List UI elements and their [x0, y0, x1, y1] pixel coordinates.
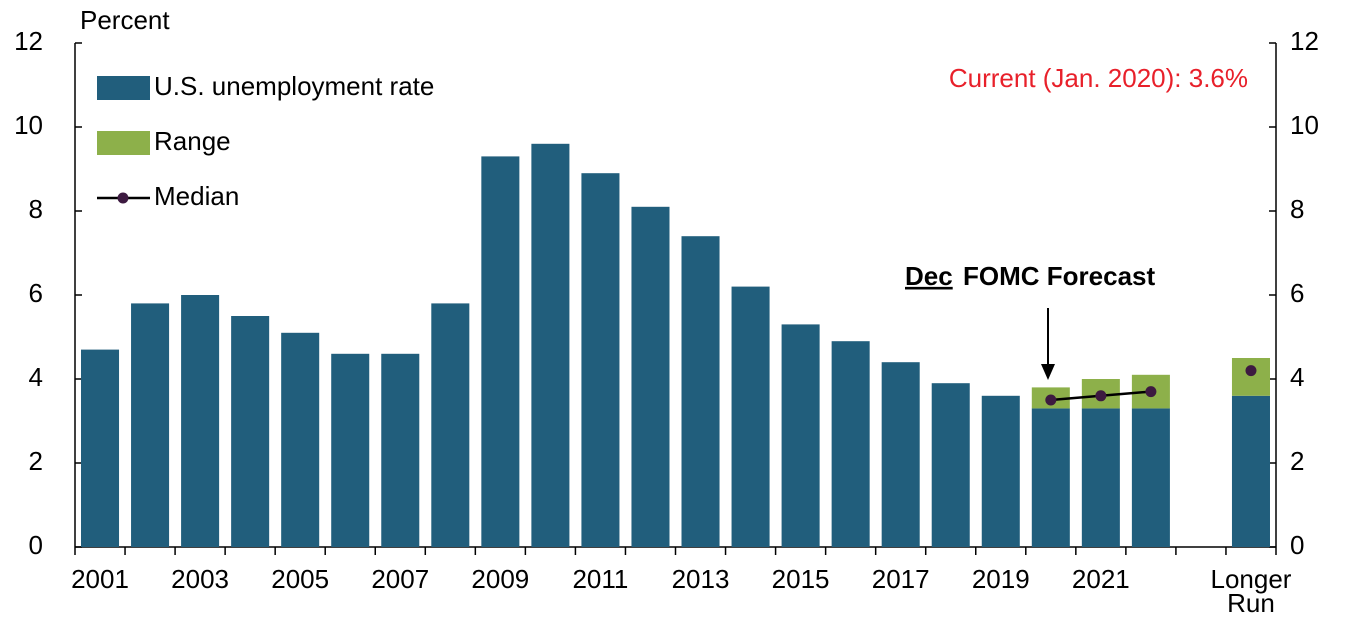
legend-label: U.S. unemployment rate	[154, 71, 434, 101]
y-tick-label: 12	[14, 26, 43, 56]
bar	[681, 236, 720, 547]
bar	[1081, 408, 1120, 547]
y2-tick-label: 6	[1290, 278, 1304, 308]
bar	[881, 362, 920, 547]
x-tick-label: 2007	[371, 564, 430, 594]
x-tick-label: 2019	[971, 564, 1030, 594]
forecast-month: Dec	[905, 261, 953, 291]
legend-marker	[117, 192, 129, 204]
x-tick-label: 2017	[871, 564, 930, 594]
median-point	[1095, 390, 1107, 402]
x-tick-label: 2005	[271, 564, 330, 594]
bar	[731, 286, 770, 547]
median-point	[1145, 386, 1157, 398]
bar	[81, 349, 120, 547]
median-point	[1245, 365, 1257, 377]
current-annotation: Current (Jan. 2020): 3.6%	[949, 63, 1248, 93]
forecast-arrowhead	[1041, 364, 1055, 380]
legend-label: Range	[154, 126, 231, 156]
bar	[581, 173, 620, 547]
y-tick-label: 0	[29, 530, 43, 560]
legend-swatch	[97, 76, 150, 100]
forecast-label: FOMC Forecast	[963, 261, 1155, 291]
x-tick-label: 2013	[671, 564, 730, 594]
bar	[281, 332, 320, 547]
bar	[431, 303, 470, 547]
legend-swatch	[97, 131, 150, 155]
y2-tick-label: 12	[1290, 26, 1319, 56]
bar	[781, 324, 820, 547]
x-tick-label: 2015	[771, 564, 830, 594]
bar	[1231, 358, 1270, 396]
y2-tick-label: 2	[1290, 446, 1304, 476]
x-tick-label: 2009	[471, 564, 530, 594]
bar	[1231, 395, 1270, 547]
bar	[931, 383, 970, 547]
bar	[981, 395, 1020, 547]
bar	[231, 316, 270, 547]
bar	[831, 341, 870, 547]
bar	[631, 206, 670, 548]
bar	[331, 353, 370, 547]
bar	[531, 143, 570, 548]
x-tick-label: 2021	[1071, 564, 1130, 594]
median-point	[1045, 394, 1057, 406]
bar	[181, 295, 220, 547]
bar	[481, 156, 520, 547]
x-tick-label: 2003	[171, 564, 230, 594]
y-tick-label: 2	[29, 446, 43, 476]
legend-label: Median	[154, 181, 239, 211]
y2-tick-label: 4	[1290, 362, 1304, 392]
bar	[1031, 408, 1070, 547]
y-tick-label: 8	[29, 194, 43, 224]
bar	[131, 303, 170, 547]
bar	[1131, 408, 1170, 547]
x-tick-label: 2001	[71, 564, 129, 594]
y-tick-label: 6	[29, 278, 43, 308]
x-tick-label: Longer Run	[1210, 564, 1292, 618]
y2-tick-label: 0	[1290, 530, 1304, 560]
y-axis-label: Percent	[80, 5, 170, 35]
y-tick-label: 4	[29, 362, 43, 392]
y-tick-label: 10	[14, 110, 43, 140]
x-tick-label: 2011	[572, 564, 629, 594]
y2-tick-label: 10	[1290, 110, 1319, 140]
y2-tick-label: 8	[1290, 194, 1304, 224]
bar	[381, 353, 420, 547]
